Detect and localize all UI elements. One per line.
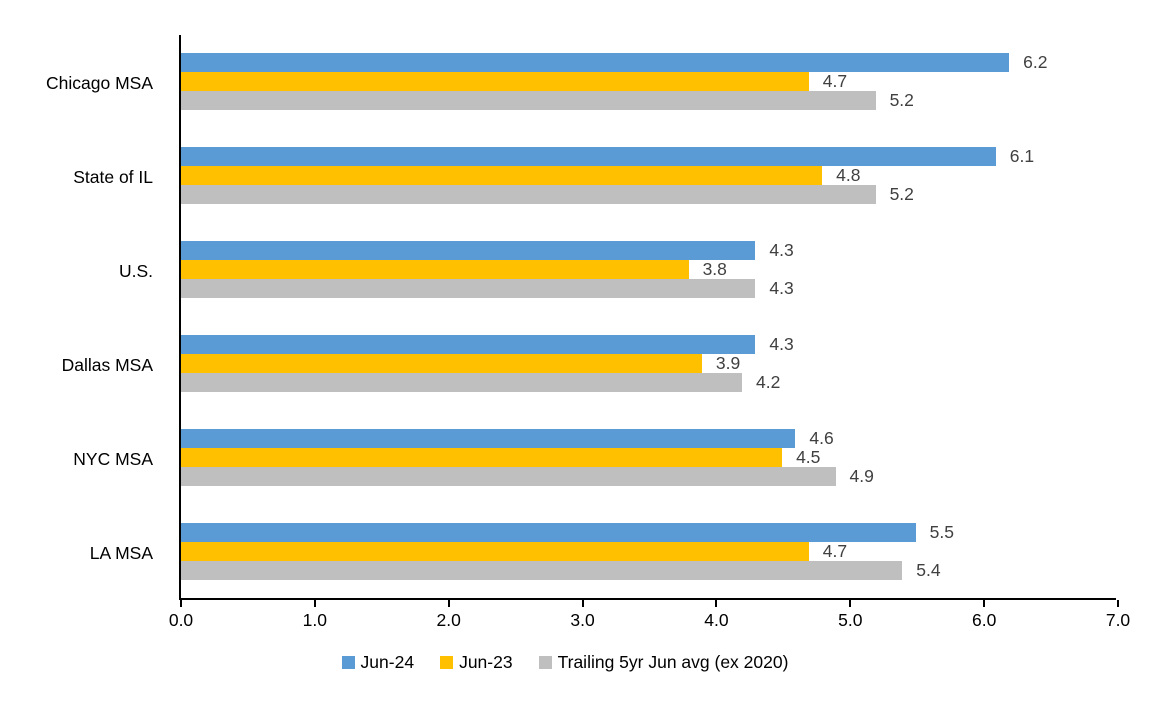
bar-trailing-5yr-jun-avg-ex-2020- xyxy=(181,560,903,580)
value-label: 3.9 xyxy=(715,352,741,373)
bar-row: 6.1 xyxy=(181,146,1116,167)
x-tick-mark xyxy=(849,600,852,607)
bar-row: 4.7 xyxy=(181,71,1116,92)
bar-group: 5.5 4.7 5.4 xyxy=(181,521,1116,580)
bar-row: 5.2 xyxy=(181,184,1116,205)
x-tick-label: 7.0 xyxy=(1105,610,1131,630)
value-label: 4.3 xyxy=(769,333,794,354)
bar-row: 4.3 xyxy=(181,333,1116,354)
x-axis: 0.0 1.0 2.0 3.0 4.0 5.0 6.0 7.0 xyxy=(169,600,1130,640)
bar-trailing-5yr-jun-avg-ex-2020- xyxy=(181,185,876,205)
value-label: 4.7 xyxy=(822,71,848,92)
legend-label: Jun-24 xyxy=(360,652,415,672)
value-label: 6.1 xyxy=(1009,146,1035,167)
legend-swatch-icon xyxy=(538,656,552,669)
x-tick-mark xyxy=(715,600,718,607)
value-label: 4.7 xyxy=(822,540,848,561)
category-label: NYC MSA xyxy=(73,448,153,469)
bar-row: 3.8 xyxy=(181,259,1116,280)
x-tick-mark xyxy=(983,600,986,607)
bar-jun-23 xyxy=(181,166,823,186)
legend-label: Trailing 5yr Jun avg (ex 2020) xyxy=(557,652,789,672)
value-label: 4.2 xyxy=(756,371,781,392)
bar-trailing-5yr-jun-avg-ex-2020- xyxy=(181,279,756,299)
bar-group: 6.1 4.8 5.2 xyxy=(181,146,1116,205)
bar-jun-23 xyxy=(181,447,783,467)
bar-row: 6.2 xyxy=(181,52,1116,73)
bar-group: 4.3 3.8 4.3 xyxy=(181,240,1116,299)
value-label: 4.9 xyxy=(849,465,874,486)
bar-jun-24 xyxy=(181,428,796,448)
legend: Jun-24 Jun-23 Trailing 5yr Jun avg (ex 202… xyxy=(0,652,1130,673)
x-tick-mark xyxy=(1117,600,1119,607)
x-tick-label: 6.0 xyxy=(971,610,997,630)
bar-row: 5.4 xyxy=(181,559,1116,580)
bar-trailing-5yr-jun-avg-ex-2020- xyxy=(181,466,836,486)
bar-jun-23 xyxy=(181,72,809,92)
category-label: U.S. xyxy=(118,260,153,281)
bar-trailing-5yr-jun-avg-ex-2020- xyxy=(181,372,742,392)
bar-jun-23 xyxy=(181,541,809,561)
value-label: 4.6 xyxy=(809,427,834,448)
legend-label: Jun-23 xyxy=(459,652,513,672)
bar-row: 5.5 xyxy=(181,521,1116,542)
bar-row: 4.5 xyxy=(181,446,1116,467)
bar-trailing-5yr-jun-avg-ex-2020- xyxy=(181,91,876,111)
value-label: 4.8 xyxy=(836,165,861,186)
x-tick-label: 1.0 xyxy=(302,610,328,630)
bar-row: 3.9 xyxy=(181,352,1116,373)
bar-row: 4.9 xyxy=(181,465,1116,486)
x-tick-label: 4.0 xyxy=(704,610,729,630)
value-label: 5.2 xyxy=(889,184,914,205)
value-label: 4.3 xyxy=(769,240,794,261)
x-tick-mark xyxy=(313,600,316,607)
category-label: State of IL xyxy=(73,166,153,187)
x-tick-mark xyxy=(447,600,450,607)
x-tick-label: 2.0 xyxy=(436,610,461,630)
bar-group: 4.3 3.9 4.2 xyxy=(181,333,1116,392)
bar-row: 5.2 xyxy=(181,90,1116,111)
legend-swatch-icon xyxy=(341,656,355,669)
bar-row: 4.2 xyxy=(181,371,1116,392)
x-tick-label: 0.0 xyxy=(168,610,194,630)
bar-row: 4.7 xyxy=(181,540,1116,561)
x-tick-label: 3.0 xyxy=(570,610,595,630)
bar-jun-24 xyxy=(181,522,916,542)
bar-row: 4.3 xyxy=(181,278,1116,299)
bar-jun-23 xyxy=(181,260,689,280)
x-tick-mark xyxy=(180,600,182,607)
category-axis: Chicago MSA State of IL U.S. Dallas MSA NYC … xyxy=(0,36,167,600)
bar-jun-24 xyxy=(181,147,996,167)
value-label: 5.5 xyxy=(929,521,954,542)
bar-row: 4.3 xyxy=(181,240,1116,261)
value-label: 3.8 xyxy=(702,259,727,280)
plot-area: 6.2 4.7 5.2 6.1 4.8 5.2 4.3 3.8 4.3 4.3 3.9 4.2 4.6 4… xyxy=(179,35,1116,600)
category-label: LA MSA xyxy=(89,542,153,563)
bar-group: 6.2 4.7 5.2 xyxy=(181,52,1116,111)
x-tick-label: 5.0 xyxy=(838,610,863,630)
legend-swatch-icon xyxy=(440,656,454,669)
bar-row: 4.8 xyxy=(181,165,1116,186)
value-label: 6.2 xyxy=(1023,52,1048,73)
bar-jun-23 xyxy=(181,353,702,373)
value-label: 4.5 xyxy=(796,446,821,467)
value-label: 5.2 xyxy=(889,90,914,111)
category-label: Dallas MSA xyxy=(61,354,153,375)
bar-group: 4.6 4.5 4.9 xyxy=(181,427,1116,486)
legend-item: Jun-24 xyxy=(341,652,415,673)
legend-item: Trailing 5yr Jun avg (ex 2020) xyxy=(538,652,789,673)
value-label: 4.3 xyxy=(769,278,794,299)
legend-item: Jun-23 xyxy=(440,652,513,673)
category-label: Chicago MSA xyxy=(46,72,153,93)
bar-jun-24 xyxy=(181,334,756,354)
x-tick-mark xyxy=(581,600,584,607)
bar-jun-24 xyxy=(181,53,1010,73)
value-label: 5.4 xyxy=(916,559,941,580)
bar-row: 4.6 xyxy=(181,427,1116,448)
bar-jun-24 xyxy=(181,241,756,261)
